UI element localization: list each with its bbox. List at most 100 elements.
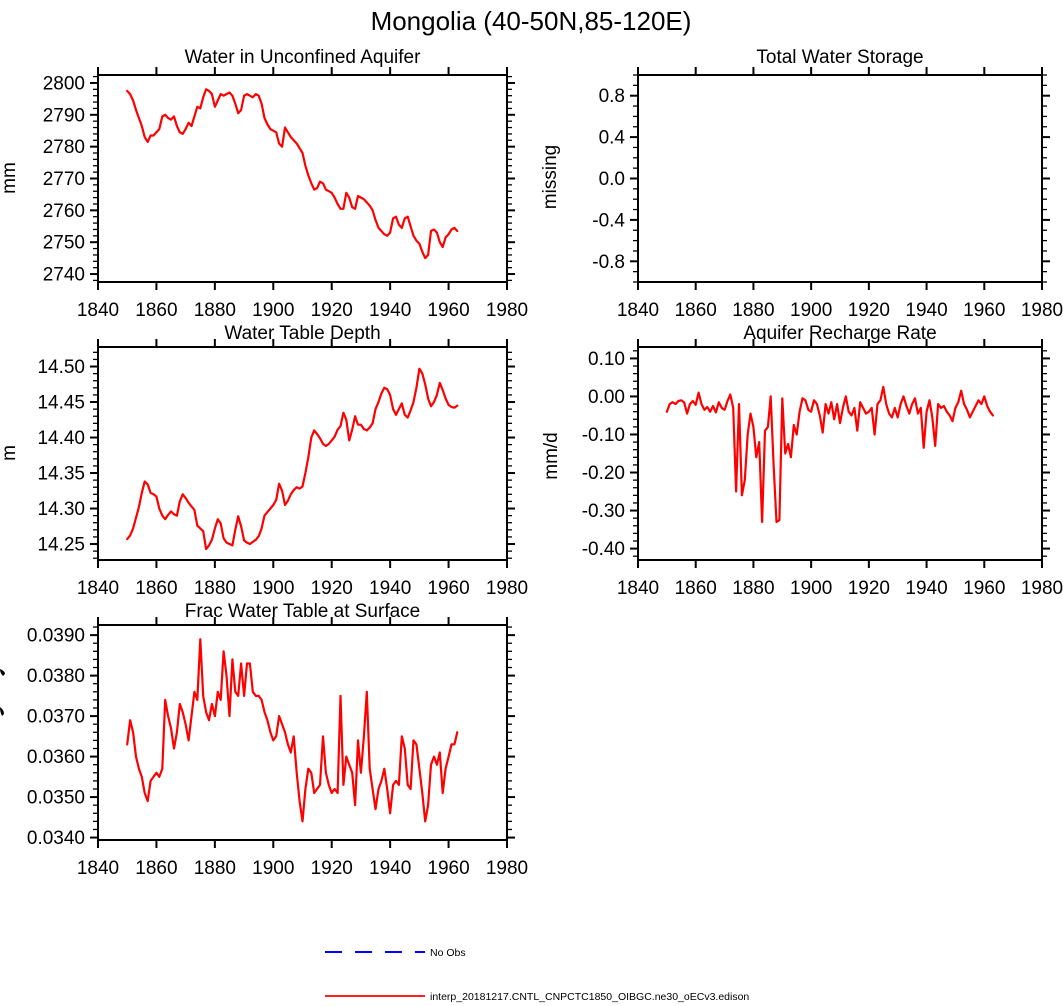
y-tick-label: 0.4 [599, 128, 626, 149]
x-tick-label: 1940 [905, 578, 947, 599]
chart-frac-water-table-at-surface: 1840 1860 1880 1900 1920 1940 1960 1980 0.0390 0.… [27, 601, 528, 879]
x-tick-label: 1900 [790, 578, 832, 599]
y-tick-label: 0.0350 [27, 788, 85, 809]
x-tick-label: 1900 [252, 300, 294, 321]
y-tick-label: -0.30 [582, 501, 625, 522]
x-tick-label: 1920 [848, 578, 890, 599]
y-tick-label: 0.0380 [27, 666, 85, 687]
x-tick-label: 1940 [905, 300, 947, 321]
y-tick-label: -0.10 [582, 425, 625, 446]
x-tick-label: 1940 [369, 858, 411, 879]
y-tick-label: -0.8 [592, 252, 625, 273]
plot-frame [97, 624, 508, 841]
y-tick-label: 14.25 [37, 535, 85, 556]
x-tick-label: 1880 [732, 578, 774, 599]
x-tick-label: 1840 [77, 858, 119, 879]
y-axis-label: missing [540, 145, 561, 209]
plot-frame [97, 74, 508, 283]
y-tick-label: 0.0370 [27, 707, 85, 728]
x-tick-label: 1880 [194, 858, 236, 879]
model-label: interp_20181217.CNTL_CNPCTC1850_OIBGC.ne… [430, 991, 749, 1003]
y-tick-label: 14.40 [37, 428, 85, 449]
x-tick-label: 1840 [77, 300, 119, 321]
x-tick-label: 1900 [252, 858, 294, 879]
y-tick-label: -0.40 [582, 539, 625, 560]
main-title: Mongolia (40-50N,85-120E) [371, 6, 692, 36]
y-tick-label: -0.20 [582, 463, 625, 484]
chart-water-unconfined-aquifer: 1840 1860 1880 1900 1920 1940 1960 1980 2800 2790… [0, 47, 528, 321]
chart-total-water-storage: 1840 1860 1880 1900 1920 1940 1960 1980 0.8 0.4 0.… [540, 47, 1063, 321]
no-obs-label: No Obs [430, 947, 466, 959]
x-tick-label: 1980 [486, 578, 528, 599]
x-tick-label: 1880 [732, 300, 774, 321]
x-tick-label: 1960 [427, 858, 469, 879]
chart-water-table-depth: 1840 1860 1880 1900 1920 1940 1960 1980 14.50 14.… [0, 323, 528, 599]
x-tick-label: 1940 [369, 578, 411, 599]
chart-title: Water in Unconfined Aquifer [185, 47, 422, 68]
x-tick-label: 1940 [369, 300, 411, 321]
y-tick-label: 0.10 [588, 349, 625, 370]
data-line [126, 638, 459, 823]
y-tick-label: 14.45 [37, 393, 85, 414]
x-tick-label: 1920 [311, 300, 353, 321]
x-tick-label: 1880 [194, 578, 236, 599]
x-tick-label: 1920 [848, 300, 890, 321]
x-tick-label: 1900 [790, 300, 832, 321]
x-tick-label: 1960 [427, 578, 469, 599]
data-line [126, 88, 459, 260]
x-tick-label: 1860 [135, 300, 177, 321]
y-tick-label: 2800 [43, 73, 85, 94]
y-tick-label: 2770 [43, 169, 85, 190]
chart-title: Water Table Depth [224, 323, 380, 344]
y-axis-label: m [0, 445, 20, 461]
clipped-ylabel-fragment [0, 669, 5, 716]
x-tick-label: 1860 [135, 578, 177, 599]
plot-frame [97, 346, 508, 561]
x-tick-label: 1840 [77, 578, 119, 599]
chart-title: Aquifer Recharge Rate [743, 323, 936, 344]
y-tick-label: 2790 [43, 105, 85, 126]
data-line [665, 385, 995, 524]
y-tick-label: 0.0340 [27, 828, 85, 849]
y-axis-label: mm/d [541, 432, 562, 480]
y-tick-label: 2760 [43, 201, 85, 222]
y-tick-label: 2780 [43, 137, 85, 158]
x-tick-label: 1960 [427, 300, 469, 321]
y-tick-label: 2750 [43, 233, 85, 254]
y-tick-label: 0.0360 [27, 747, 85, 768]
y-tick-label: -0.4 [592, 210, 625, 231]
x-tick-label: 1920 [311, 858, 353, 879]
y-tick-label: 0.00 [588, 387, 625, 408]
chart-title: Total Water Storage [756, 47, 923, 68]
x-tick-label: 1860 [675, 300, 717, 321]
x-tick-label: 1980 [1021, 578, 1063, 599]
x-tick-label: 1860 [135, 858, 177, 879]
x-tick-label: 1880 [194, 300, 236, 321]
x-tick-label: 1960 [963, 300, 1005, 321]
x-tick-label: 1980 [486, 858, 528, 879]
x-tick-label: 1920 [311, 578, 353, 599]
legend: No Obs interp_20181217.CNTL_CNPCTC1850_O… [325, 947, 749, 1003]
y-tick-label: 0.0390 [27, 626, 85, 647]
x-tick-label: 1980 [486, 300, 528, 321]
plot-frame [637, 346, 1043, 561]
plot-frame [637, 74, 1043, 283]
y-tick-label: 14.30 [37, 499, 85, 520]
x-tick-label: 1840 [617, 578, 659, 599]
y-tick-label: 14.35 [37, 464, 85, 485]
chart-aquifer-recharge-rate: 1840 1860 1880 1900 1920 1940 1960 1980 0.10 0.00… [541, 323, 1063, 599]
y-tick-label: 2740 [43, 265, 85, 286]
y-tick-label: 0.0 [599, 169, 625, 190]
chart-title: Frac Water Table at Surface [185, 601, 421, 622]
x-tick-label: 1900 [252, 578, 294, 599]
x-tick-label: 1980 [1021, 300, 1063, 321]
y-tick-label: 0.8 [599, 86, 625, 107]
x-tick-label: 1860 [675, 578, 717, 599]
y-axis-label: mm [0, 162, 20, 194]
data-line [126, 367, 459, 551]
x-tick-label: 1960 [963, 578, 1005, 599]
x-tick-label: 1840 [617, 300, 659, 321]
chart-panels: 1840 1860 1880 1900 1920 1940 1960 1980 2800 2790… [0, 47, 1063, 879]
